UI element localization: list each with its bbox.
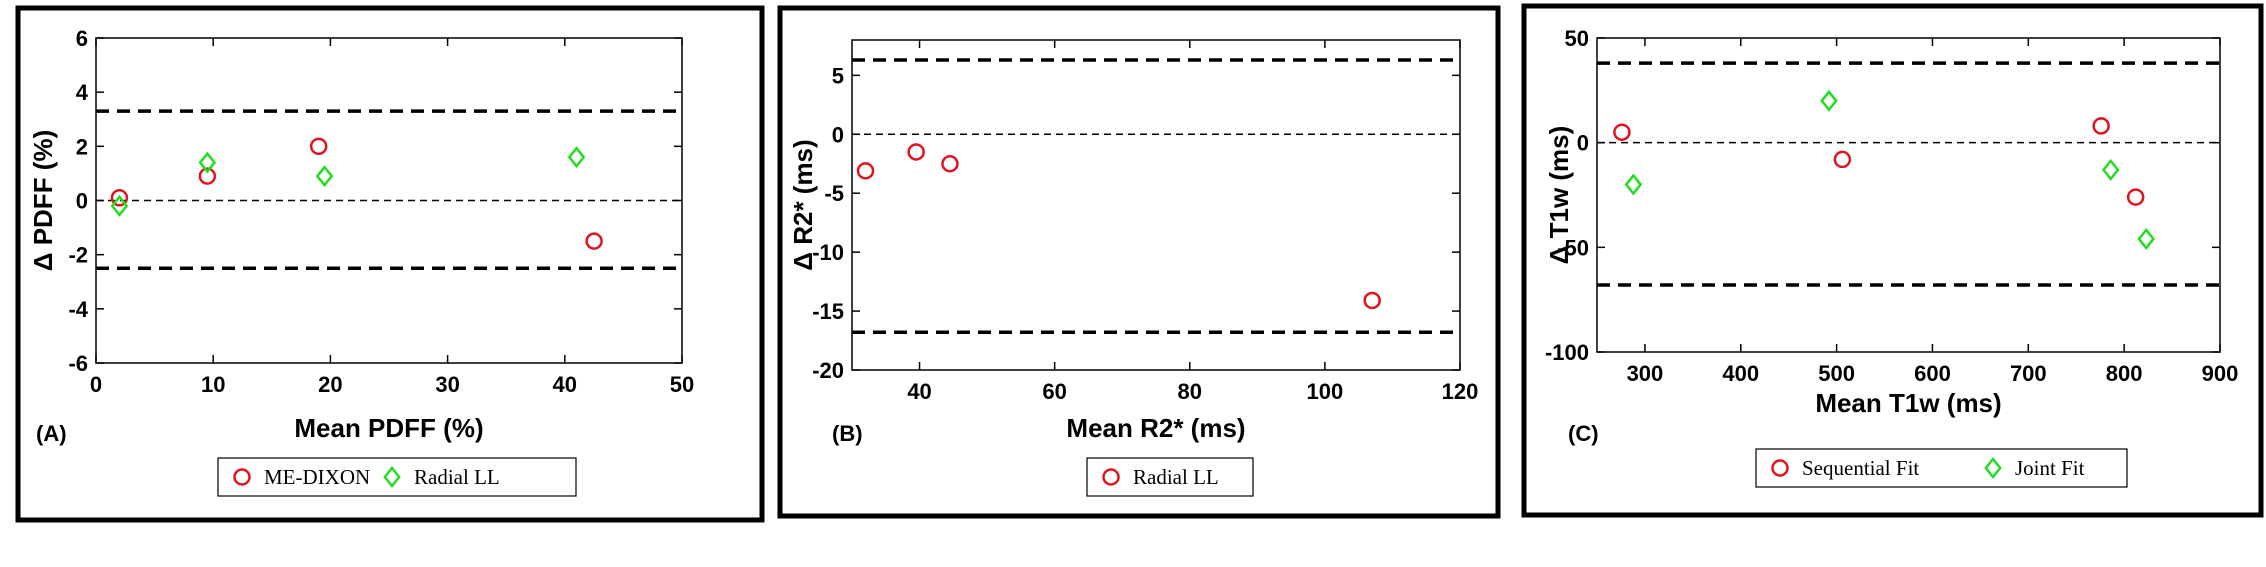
data-point <box>941 155 959 173</box>
panel-label: (A) <box>36 421 67 446</box>
y-tick-label: 6 <box>76 26 88 51</box>
x-tick-label: 40 <box>907 379 931 404</box>
y-tick-label: -100 <box>1545 340 1589 365</box>
legend-label: ME-DIXON <box>264 465 370 489</box>
panel-frame <box>777 5 1501 519</box>
panel-frame <box>15 5 765 523</box>
x-tick-label: 120 <box>1442 379 1479 404</box>
panel-frame <box>1521 3 2264 518</box>
legend-box <box>217 457 577 497</box>
y-axis-label: Δ T1w (ms) <box>1544 126 1574 265</box>
y-tick-label: 0 <box>832 122 844 147</box>
y-tick-label: 5 <box>832 63 844 88</box>
y-axis-label: Δ PDFF (%) <box>28 130 58 271</box>
legend-marker <box>1102 468 1120 486</box>
x-tick-label: 50 <box>670 372 694 397</box>
data-point <box>907 143 925 161</box>
panel-a: 0 10 20 30 40 50 -6 -4 -2 0 2 4 6 Mean PDFF (%) Δ PDFF… <box>15 5 765 523</box>
data-point <box>198 151 217 174</box>
x-tick-label: 600 <box>1914 361 1951 386</box>
x-tick-label: 10 <box>201 372 225 397</box>
panel-c: 300 400 500 600 700 800 900 -100 -50 0 50 Mean T1w … <box>1521 3 2264 518</box>
x-tick-label: 60 <box>1042 379 1066 404</box>
y-tick-label: -20 <box>812 358 844 383</box>
data-point <box>585 232 603 250</box>
x-axis-label: Mean R2* (ms) <box>1066 413 1245 443</box>
data-point <box>2092 117 2110 135</box>
y-tick-label: -5 <box>824 181 844 206</box>
y-tick-label: 2 <box>76 134 88 159</box>
y-tick-label: 0 <box>76 189 88 214</box>
data-point <box>1613 123 1631 141</box>
legend-label: Joint Fit <box>2015 456 2085 480</box>
legend-label: Radial LL <box>414 465 500 489</box>
legend-box <box>1755 448 2128 488</box>
legend-marker <box>1771 459 1789 477</box>
legend-marker <box>1984 456 2002 480</box>
plot-area <box>1596 37 2221 353</box>
panel-label: (C) <box>1568 421 1599 446</box>
data-point <box>110 194 129 217</box>
x-tick-label: 80 <box>1178 379 1202 404</box>
y-tick-label: -50 <box>1557 235 1589 260</box>
x-tick-label: 500 <box>1818 361 1855 386</box>
y-tick-label: -10 <box>812 240 844 265</box>
y-tick-label: 0 <box>1577 131 1589 156</box>
x-tick-label: 30 <box>435 372 459 397</box>
data-point <box>1820 89 1838 112</box>
legend-label: Sequential Fit <box>1802 456 1919 480</box>
panel-b: 40 60 80 100 120 -20 -15 -10 -5 0 5 Mean R2* (ms) Δ … <box>777 5 1501 519</box>
data-point <box>309 137 328 156</box>
data-point <box>856 162 875 180</box>
y-tick-label: 4 <box>76 80 89 105</box>
x-axis-label: Mean T1w (ms) <box>1815 388 2001 418</box>
x-tick-label: 40 <box>553 372 577 397</box>
data-point <box>110 189 129 207</box>
x-tick-label: 700 <box>2010 361 2047 386</box>
x-tick-label: 300 <box>1627 361 1664 386</box>
data-point <box>2126 188 2145 206</box>
x-tick-label: 400 <box>1722 361 1759 386</box>
legend-box <box>1086 457 1254 497</box>
legend-marker <box>233 468 251 486</box>
data-point <box>567 146 586 169</box>
y-tick-label: -6 <box>68 351 88 376</box>
data-point <box>1363 291 1381 310</box>
y-axis-label: Δ R2* (ms) <box>788 139 818 270</box>
y-tick-label: -2 <box>68 243 88 268</box>
x-tick-label: 800 <box>2106 361 2143 386</box>
data-point <box>1833 150 1852 169</box>
x-tick-label: 20 <box>318 372 342 397</box>
data-point <box>315 165 334 188</box>
x-tick-label: 100 <box>1307 379 1344 404</box>
data-point <box>198 167 217 185</box>
y-tick-label: -15 <box>812 299 844 324</box>
x-axis-label: Mean PDFF (%) <box>294 413 483 443</box>
x-tick-label: 900 <box>2202 361 2239 386</box>
legend-marker <box>383 465 401 489</box>
panel-label: (B) <box>832 421 863 446</box>
plot-area <box>851 39 1461 371</box>
data-point <box>1624 173 1643 196</box>
y-tick-label: -4 <box>68 297 88 322</box>
legend-label: Radial LL <box>1133 465 1219 489</box>
data-point <box>2101 158 2120 181</box>
x-tick-label: 0 <box>90 372 102 397</box>
data-point <box>2137 227 2155 250</box>
y-tick-label: 50 <box>1565 26 1589 51</box>
